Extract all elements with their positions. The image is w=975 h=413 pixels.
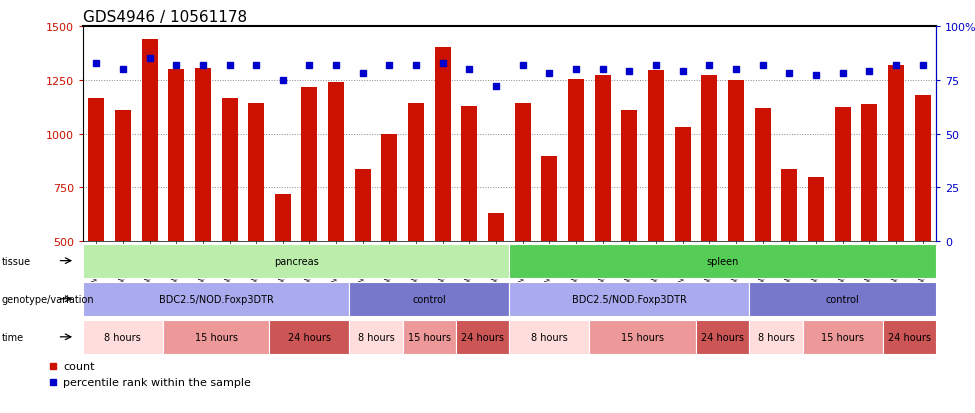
Bar (163, 320, 269, 354)
Bar (221, 99, 238, 349)
Bar (696, 320, 750, 354)
Text: 24 hours: 24 hours (288, 332, 331, 342)
Bar (568, 79, 584, 349)
Bar (409, 104, 424, 349)
Text: time: time (2, 332, 24, 342)
Bar (461, 106, 478, 349)
Text: 24 hours: 24 hours (461, 332, 504, 342)
Text: count: count (63, 361, 95, 371)
Text: 8 hours: 8 hours (531, 332, 567, 342)
Bar (403, 320, 456, 354)
Bar (750, 320, 802, 354)
Text: BDC2.5/NOD.Foxp3DTR: BDC2.5/NOD.Foxp3DTR (572, 294, 686, 304)
Bar (349, 320, 403, 354)
Text: pancreas: pancreas (274, 256, 319, 266)
Bar (915, 95, 931, 349)
Bar (269, 320, 349, 354)
Bar (355, 170, 370, 349)
Text: 8 hours: 8 hours (758, 332, 795, 342)
Text: control: control (412, 294, 447, 304)
Text: 8 hours: 8 hours (358, 332, 395, 342)
Bar (88, 99, 104, 349)
Bar (349, 282, 509, 316)
Text: spleen: spleen (707, 256, 739, 266)
Bar (781, 170, 798, 349)
Bar (590, 320, 696, 354)
Bar (83, 320, 163, 354)
Text: tissue: tissue (2, 256, 31, 266)
Bar (115, 111, 131, 349)
Bar (861, 105, 878, 349)
Bar (808, 177, 824, 349)
Bar (755, 109, 770, 349)
Bar (621, 111, 638, 349)
Text: 15 hours: 15 hours (408, 332, 451, 342)
Bar (435, 48, 450, 349)
Bar (515, 104, 530, 349)
Bar (509, 244, 936, 278)
Bar (168, 70, 184, 349)
Text: genotype/variation: genotype/variation (2, 294, 95, 304)
Bar (595, 76, 610, 349)
Bar (195, 69, 211, 349)
Bar (275, 195, 291, 349)
Bar (835, 107, 850, 349)
Bar (882, 320, 936, 354)
Bar (488, 214, 504, 349)
Text: 24 hours: 24 hours (888, 332, 931, 342)
Bar (648, 71, 664, 349)
Bar (750, 282, 936, 316)
Text: 15 hours: 15 hours (821, 332, 864, 342)
Bar (675, 128, 690, 349)
Bar (329, 83, 344, 349)
Bar (249, 104, 264, 349)
Bar (301, 88, 318, 349)
Bar (83, 244, 509, 278)
Bar (509, 320, 590, 354)
Text: GDS4946 / 10561178: GDS4946 / 10561178 (83, 10, 247, 25)
Bar (888, 66, 904, 349)
Bar (509, 282, 750, 316)
Bar (381, 134, 398, 349)
Text: 8 hours: 8 hours (104, 332, 141, 342)
Text: percentile rank within the sample: percentile rank within the sample (63, 377, 251, 387)
Bar (83, 282, 349, 316)
Bar (141, 40, 158, 349)
Text: BDC2.5/NOD.Foxp3DTR: BDC2.5/NOD.Foxp3DTR (159, 294, 274, 304)
Text: 15 hours: 15 hours (621, 332, 664, 342)
Bar (728, 81, 744, 349)
Bar (701, 76, 718, 349)
Bar (456, 320, 509, 354)
Bar (802, 320, 882, 354)
Text: 15 hours: 15 hours (195, 332, 238, 342)
Bar (541, 157, 558, 349)
Text: control: control (826, 294, 860, 304)
Text: 24 hours: 24 hours (701, 332, 744, 342)
